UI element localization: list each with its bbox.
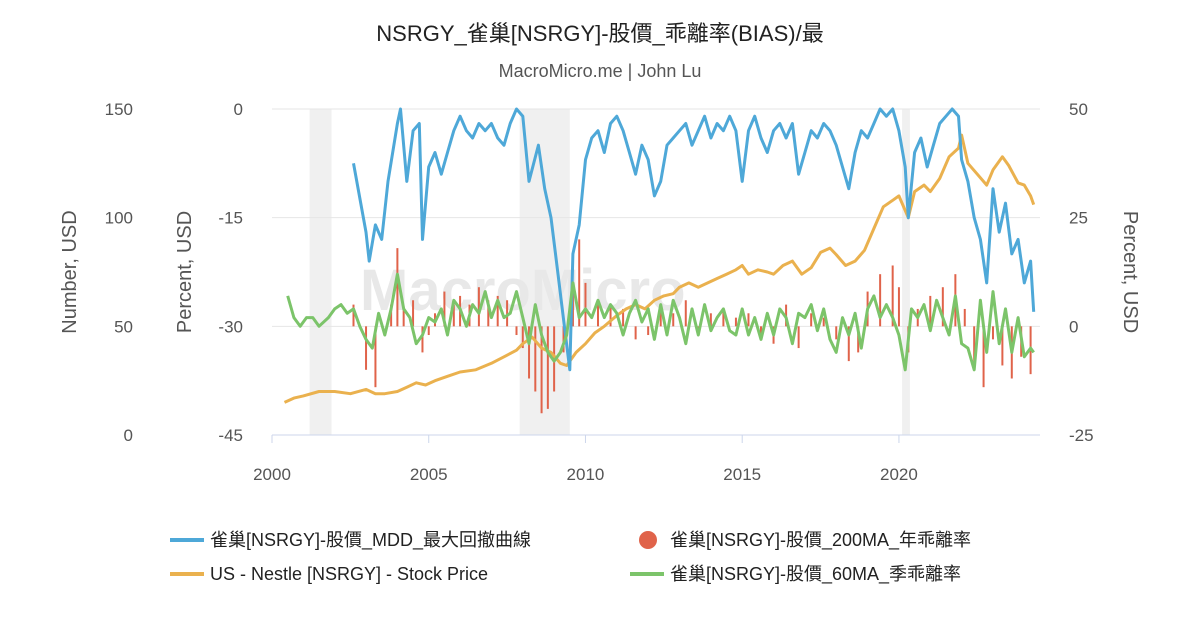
y-axis-percent-right-ticks: 50 25 0 -25 <box>1069 100 1094 445</box>
recession-band-2 <box>902 109 910 435</box>
y-percent-left-tick-3: -45 <box>218 426 243 445</box>
series-2-line <box>283 133 1036 404</box>
y-percent-left-tick-2: -30 <box>218 317 243 336</box>
y-number-tick-1: 100 <box>105 209 133 228</box>
chart-subtitle: MacroMicro.me | John Lu <box>499 61 702 81</box>
legend-symbol-1 <box>639 531 657 549</box>
series-0-line <box>352 107 1036 372</box>
y-axis-percent-right-title: Percent, USD <box>1119 211 1141 333</box>
recession-band-0 <box>309 109 332 435</box>
legend-label-1: 雀巢[NSRGY]-股價_200MA_年乖離率 <box>670 530 971 551</box>
y-number-tick-2: 50 <box>114 317 133 336</box>
y-percent-right-tick-0: 50 <box>1069 100 1088 119</box>
x-tick-label-4: 2020 <box>880 465 918 484</box>
x-tick-label-1: 2005 <box>410 465 448 484</box>
y-percent-right-tick-2: 0 <box>1069 317 1078 336</box>
y-percent-left-tick-1: -15 <box>218 209 243 228</box>
chart-title: NSRGY_雀巢[NSRGY]-股價_乖離率(BIAS)/最 <box>376 21 823 46</box>
series-2 <box>283 133 1036 404</box>
y-number-tick-3: 0 <box>124 426 133 445</box>
x-tick-label-3: 2015 <box>723 465 761 484</box>
series-0 <box>352 107 1036 372</box>
x-tick-label-0: 2000 <box>253 465 291 484</box>
series-3 <box>286 272 1035 372</box>
y-axis-percent-left-ticks: 0 -15 -30 -45 <box>218 100 243 445</box>
y-axis-number-title: Number, USD <box>59 210 81 333</box>
legend-label-0: 雀巢[NSRGY]-股價_MDD_最大回撤曲線 <box>210 530 531 551</box>
x-tick-label-2: 2010 <box>567 465 605 484</box>
y-axis-percent-left-title: Percent, USD <box>174 211 196 333</box>
legend: 雀巢[NSRGY]-股價_MDD_最大回撤曲線 雀巢[NSRGY]-股價_200M… <box>170 530 971 585</box>
y-percent-right-tick-3: -25 <box>1069 426 1094 445</box>
y-percent-left-tick-0: 0 <box>234 100 243 119</box>
legend-label-3: 雀巢[NSRGY]-股價_60MA_季乖離率 <box>670 564 961 585</box>
series-3-line <box>286 272 1035 372</box>
legend-label-2: US - Nestle [NSRGY] - Stock Price <box>210 564 488 584</box>
y-percent-right-tick-1: 25 <box>1069 209 1088 228</box>
y-axis-number-ticks: 150 100 50 0 <box>105 100 133 445</box>
plot-area <box>283 107 1036 414</box>
x-axis-ticks: 2000 2005 2010 2015 2020 <box>253 435 918 484</box>
y-number-tick-0: 150 <box>105 100 133 119</box>
